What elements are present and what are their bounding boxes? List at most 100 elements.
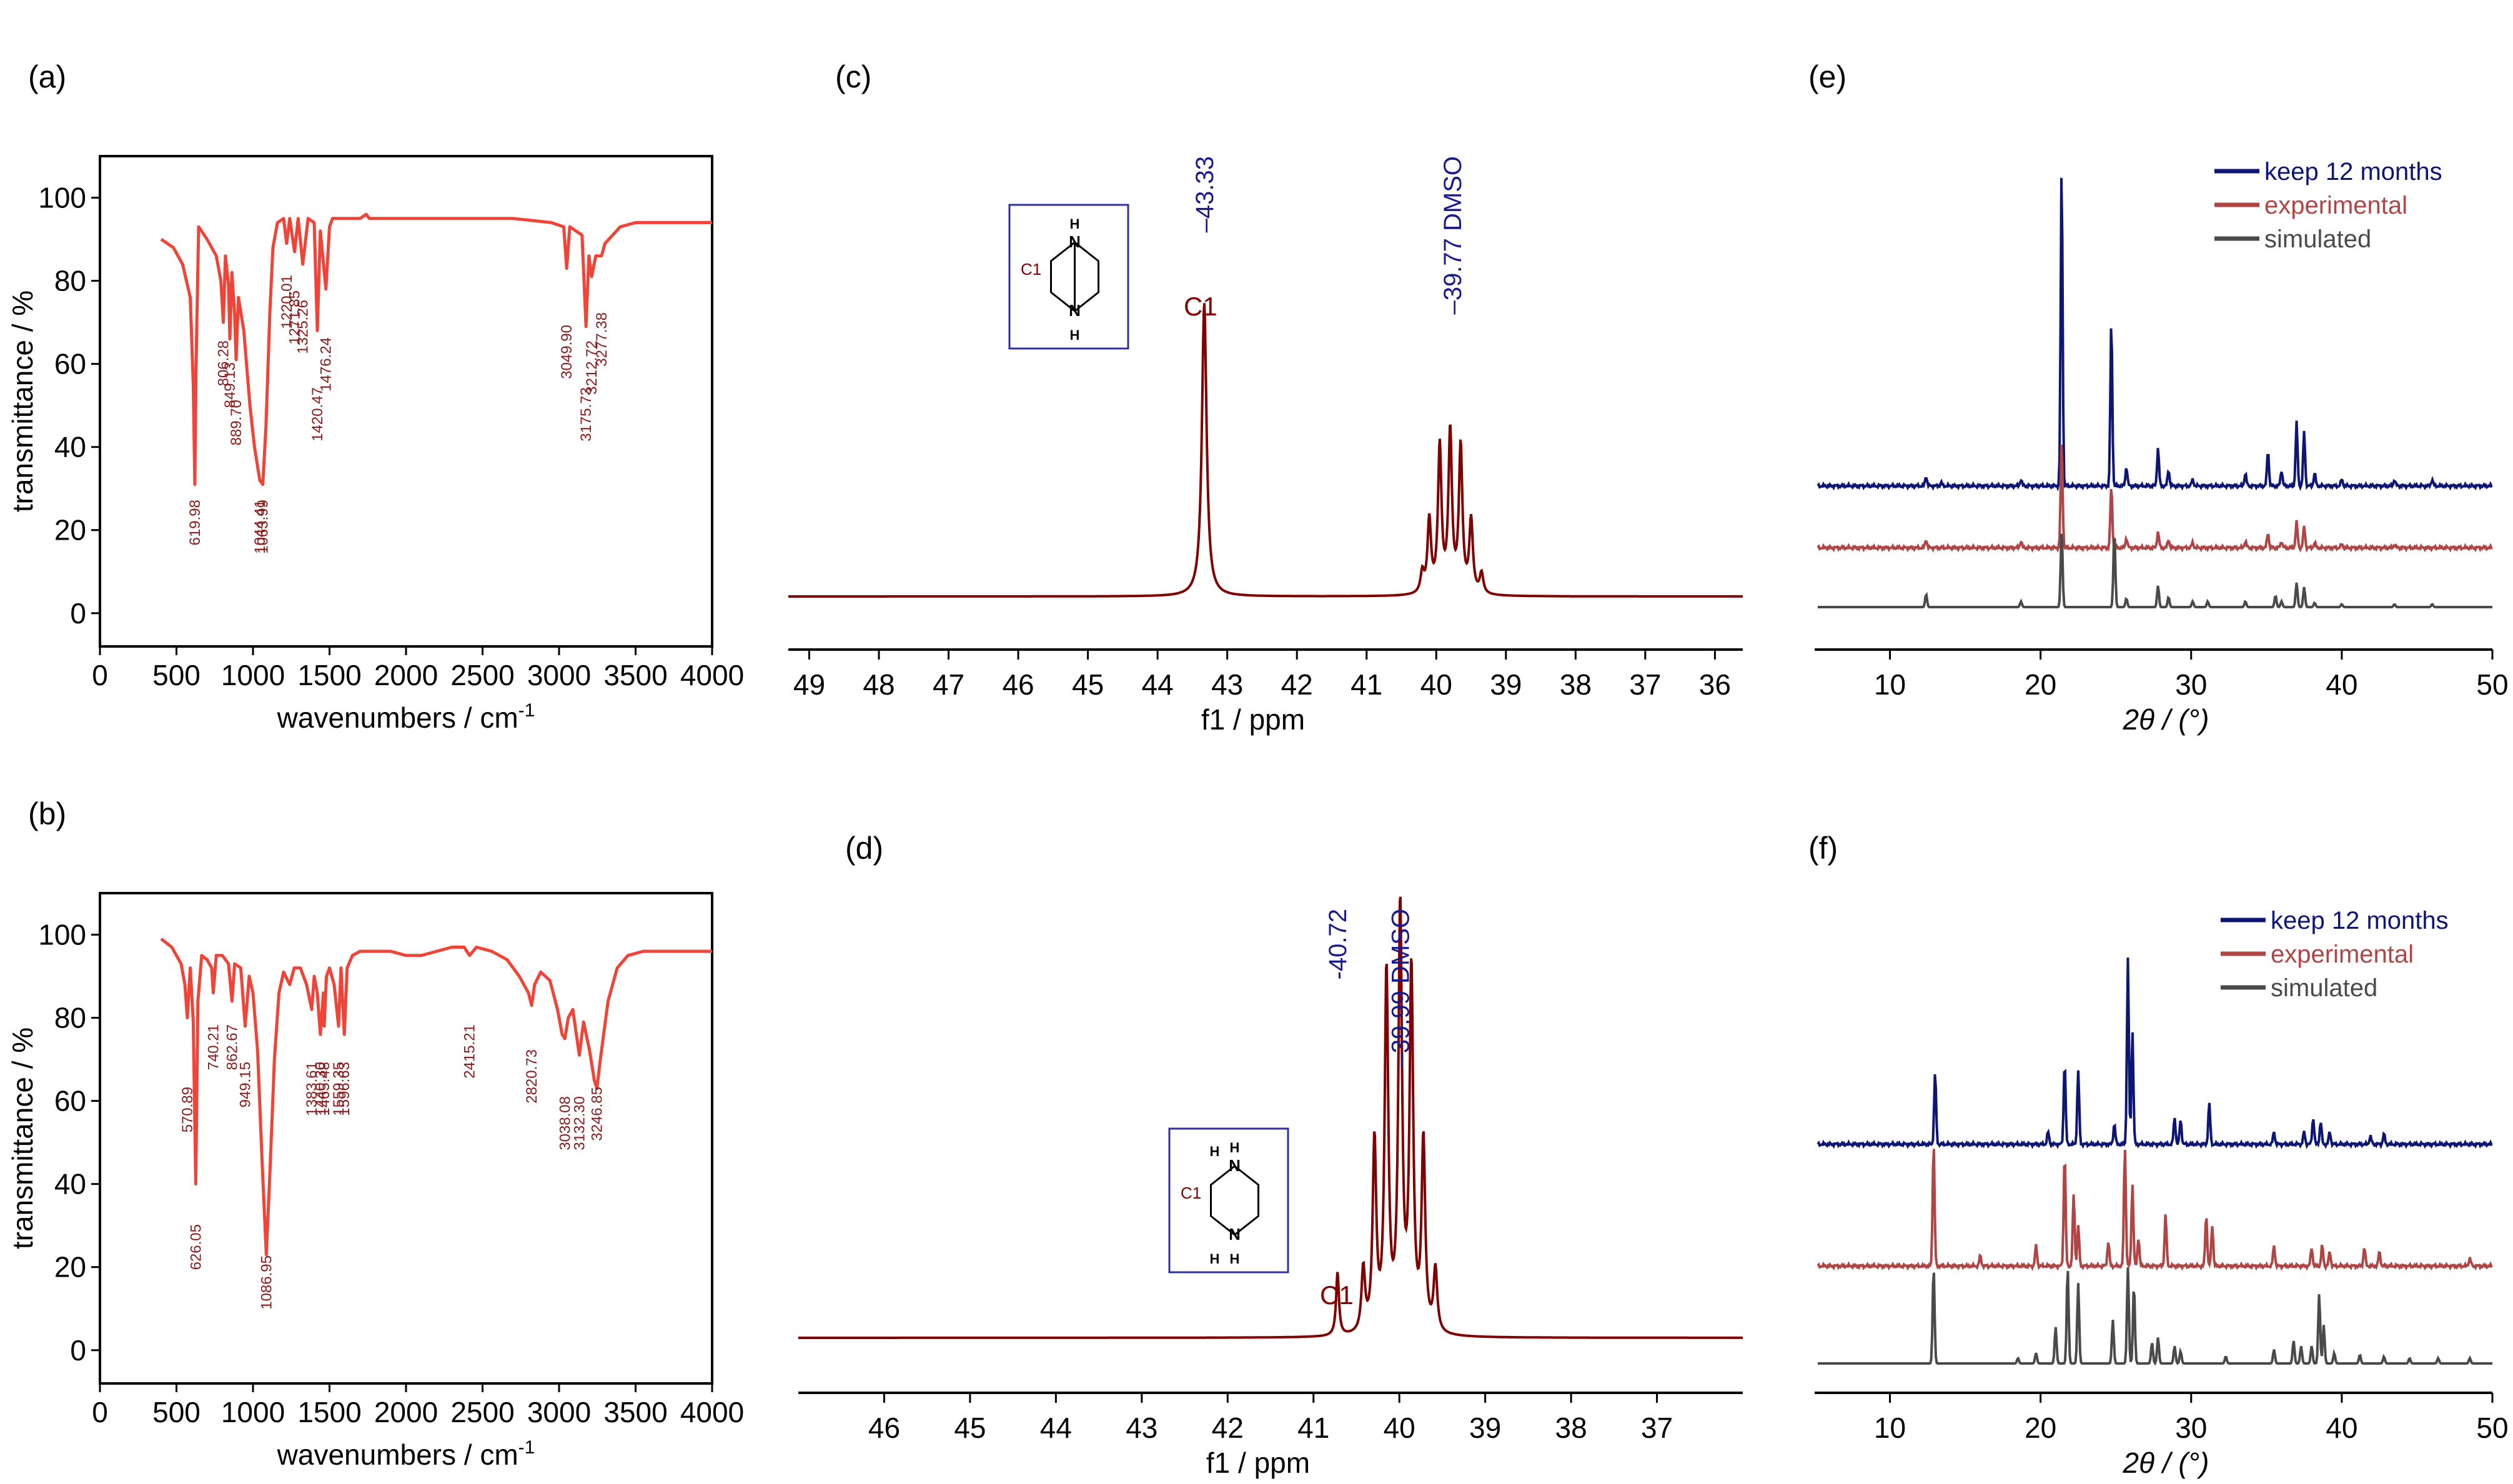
pxrd-series-experimental (1817, 445, 2493, 553)
panel-f: (f) 10 20 30 40 50 2θ / (°) keep 12 months exper… (1808, 831, 2509, 1479)
peak-top-label: –39.77 DMSO (1439, 156, 1467, 314)
atom-h: H (1230, 1140, 1240, 1155)
panel-label: (b) (28, 796, 66, 831)
atom-n-top: N (1229, 1156, 1241, 1175)
peak-label: 889.70 (228, 400, 245, 445)
y-tick-label: 40 (54, 431, 86, 463)
y-tick-label: 40 (54, 1168, 86, 1200)
y-tick-label: 80 (54, 1002, 86, 1034)
x-tick-label: 39 (1490, 668, 1522, 701)
pxrd-series-keep (1817, 177, 2493, 492)
peak-label: 849.13 (222, 362, 239, 408)
peak-label: 1063.99 (255, 500, 272, 554)
peak-label: 806.28 (216, 340, 232, 386)
legend-entry: experimental (2271, 941, 2414, 968)
x-tick-label: 3500 (603, 659, 667, 691)
x-tick-label: 4000 (680, 1396, 744, 1428)
x-tick-label: 47 (933, 668, 964, 701)
x-tick-label: 1500 (297, 1396, 361, 1428)
piperazine-structure (1050, 241, 1099, 312)
pxrd-series-simulated (1818, 533, 2492, 609)
peak-label: 1559.35 (330, 1062, 347, 1116)
y-tick-label: 20 (54, 514, 86, 547)
x-axis-title: 2θ / (°) (2123, 1447, 2209, 1479)
structure-c1-label: C1 (1181, 1184, 1201, 1202)
atom-h: H (1230, 1251, 1240, 1267)
y-axis-title: transmittance / % (6, 1027, 39, 1249)
panel-c: (c) 49 48 47 46 45 44 43 42 41 40 39 38 37 36 f1 / ppm –… (788, 59, 1743, 736)
y-tick-label: 100 (38, 919, 86, 951)
x-tick-label: 30 (2175, 668, 2207, 701)
peak-label: 2415.21 (462, 1024, 478, 1079)
peak-top-value: 43.33 (1191, 156, 1219, 219)
peak-label: 3175.73 (578, 387, 595, 442)
x-tick-label: 42 (1281, 668, 1313, 701)
x-tick-label: 1000 (221, 659, 285, 691)
peak-annotation-c1: C1 (1184, 292, 1217, 321)
x-axis-title-text: wavenumbers / cm (277, 1438, 518, 1471)
y-axis-title: transmittance / % (6, 290, 39, 512)
structure-box (1168, 1127, 1289, 1274)
peak-label: 1596.63 (336, 1062, 353, 1116)
peak-label: 2820.73 (523, 1049, 540, 1104)
legend-entry: simulated (2271, 974, 2377, 1002)
peak-label: 1044.41 (252, 500, 269, 554)
x-axis-title-sup: -1 (518, 1437, 535, 1458)
x-tick-label: 0 (92, 1396, 108, 1428)
peak-label: 3132.30 (571, 1096, 588, 1150)
piperazine-structure (1210, 1165, 1259, 1236)
legend-entry: simulated (2264, 225, 2371, 253)
peak-top-dash: – (1387, 1052, 1415, 1067)
x-tick-label: 40 (2326, 668, 2357, 701)
pxrd-series-keep (1817, 957, 2493, 1150)
x-tick-label: 40 (1384, 1412, 1415, 1444)
x-tick-label: 50 (2476, 1412, 2508, 1444)
x-axis-title: wavenumbers / cm-1 (277, 700, 535, 734)
peak-top-label: –43.33 (1191, 156, 1219, 232)
x-tick-label: 45 (954, 1412, 986, 1444)
peak-label: 1440.30 (312, 1062, 329, 1116)
x-tick-label: 39 (1469, 1412, 1501, 1444)
atom-n-bottom: N (1229, 1225, 1241, 1244)
legend-entry: keep 12 months (2271, 907, 2449, 934)
panel-d: (d) 46 45 44 43 42 41 40 39 38 37 f1 / ppm -40.72 –39… (798, 831, 1743, 1479)
x-tick-label: 1500 (297, 659, 361, 691)
ir-spectrum-line (160, 937, 712, 1257)
nmr-spectrum-line (798, 896, 1743, 1339)
ir-spectrum-line (160, 212, 712, 487)
peak-label: 3049.90 (558, 325, 575, 379)
pxrd-series-experimental (1817, 1149, 2493, 1272)
peak-label: 1420.47 (309, 387, 326, 442)
peak-label: 1271.85 (287, 290, 304, 345)
x-tick-label: 0 (92, 659, 108, 691)
peak-label: 1476.24 (318, 337, 335, 392)
panel-a: (a) 0 500 1000 1500 2000 2500 3000 3500 4000 0 20 40… (6, 59, 744, 734)
x-tick-label: 1000 (221, 1396, 285, 1428)
panel-label: (d) (845, 831, 883, 866)
x-tick-label: 41 (1297, 1412, 1329, 1444)
x-tick-label: 36 (1699, 668, 1731, 701)
x-tick-label: 48 (863, 668, 895, 701)
x-tick-label: 3000 (527, 659, 591, 691)
peak-top-dash: – (1439, 300, 1467, 314)
peak-label: 949.15 (237, 1062, 254, 1107)
panel-b: (b) 0 500 1000 1500 2000 2500 3000 3500 4000 0 20 40… (6, 796, 744, 1471)
x-tick-label: 50 (2476, 668, 2508, 701)
ring-bonds (1210, 1165, 1259, 1236)
atom-n-top: N (1069, 232, 1081, 251)
x-tick-label: 38 (1555, 1412, 1587, 1444)
x-tick-label: 37 (1641, 1412, 1673, 1444)
y-tick-label: 20 (54, 1251, 86, 1284)
y-tick-label: 60 (54, 1085, 86, 1117)
peak-top-dash: – (1191, 218, 1219, 232)
peak-label: 626.05 (187, 1224, 204, 1270)
pxrd-series-simulated (1818, 1267, 2492, 1366)
peak-label: 1086.95 (258, 1255, 275, 1310)
structure-box (1008, 204, 1129, 350)
y-tick-label: 80 (54, 265, 86, 297)
x-tick-label: 40 (1420, 668, 1452, 701)
atom-h: H (1210, 1144, 1220, 1159)
panel-label: (a) (28, 59, 66, 94)
peak-top-label: –39.99 DMSO (1387, 909, 1415, 1067)
x-tick-label: 3500 (603, 1396, 667, 1428)
